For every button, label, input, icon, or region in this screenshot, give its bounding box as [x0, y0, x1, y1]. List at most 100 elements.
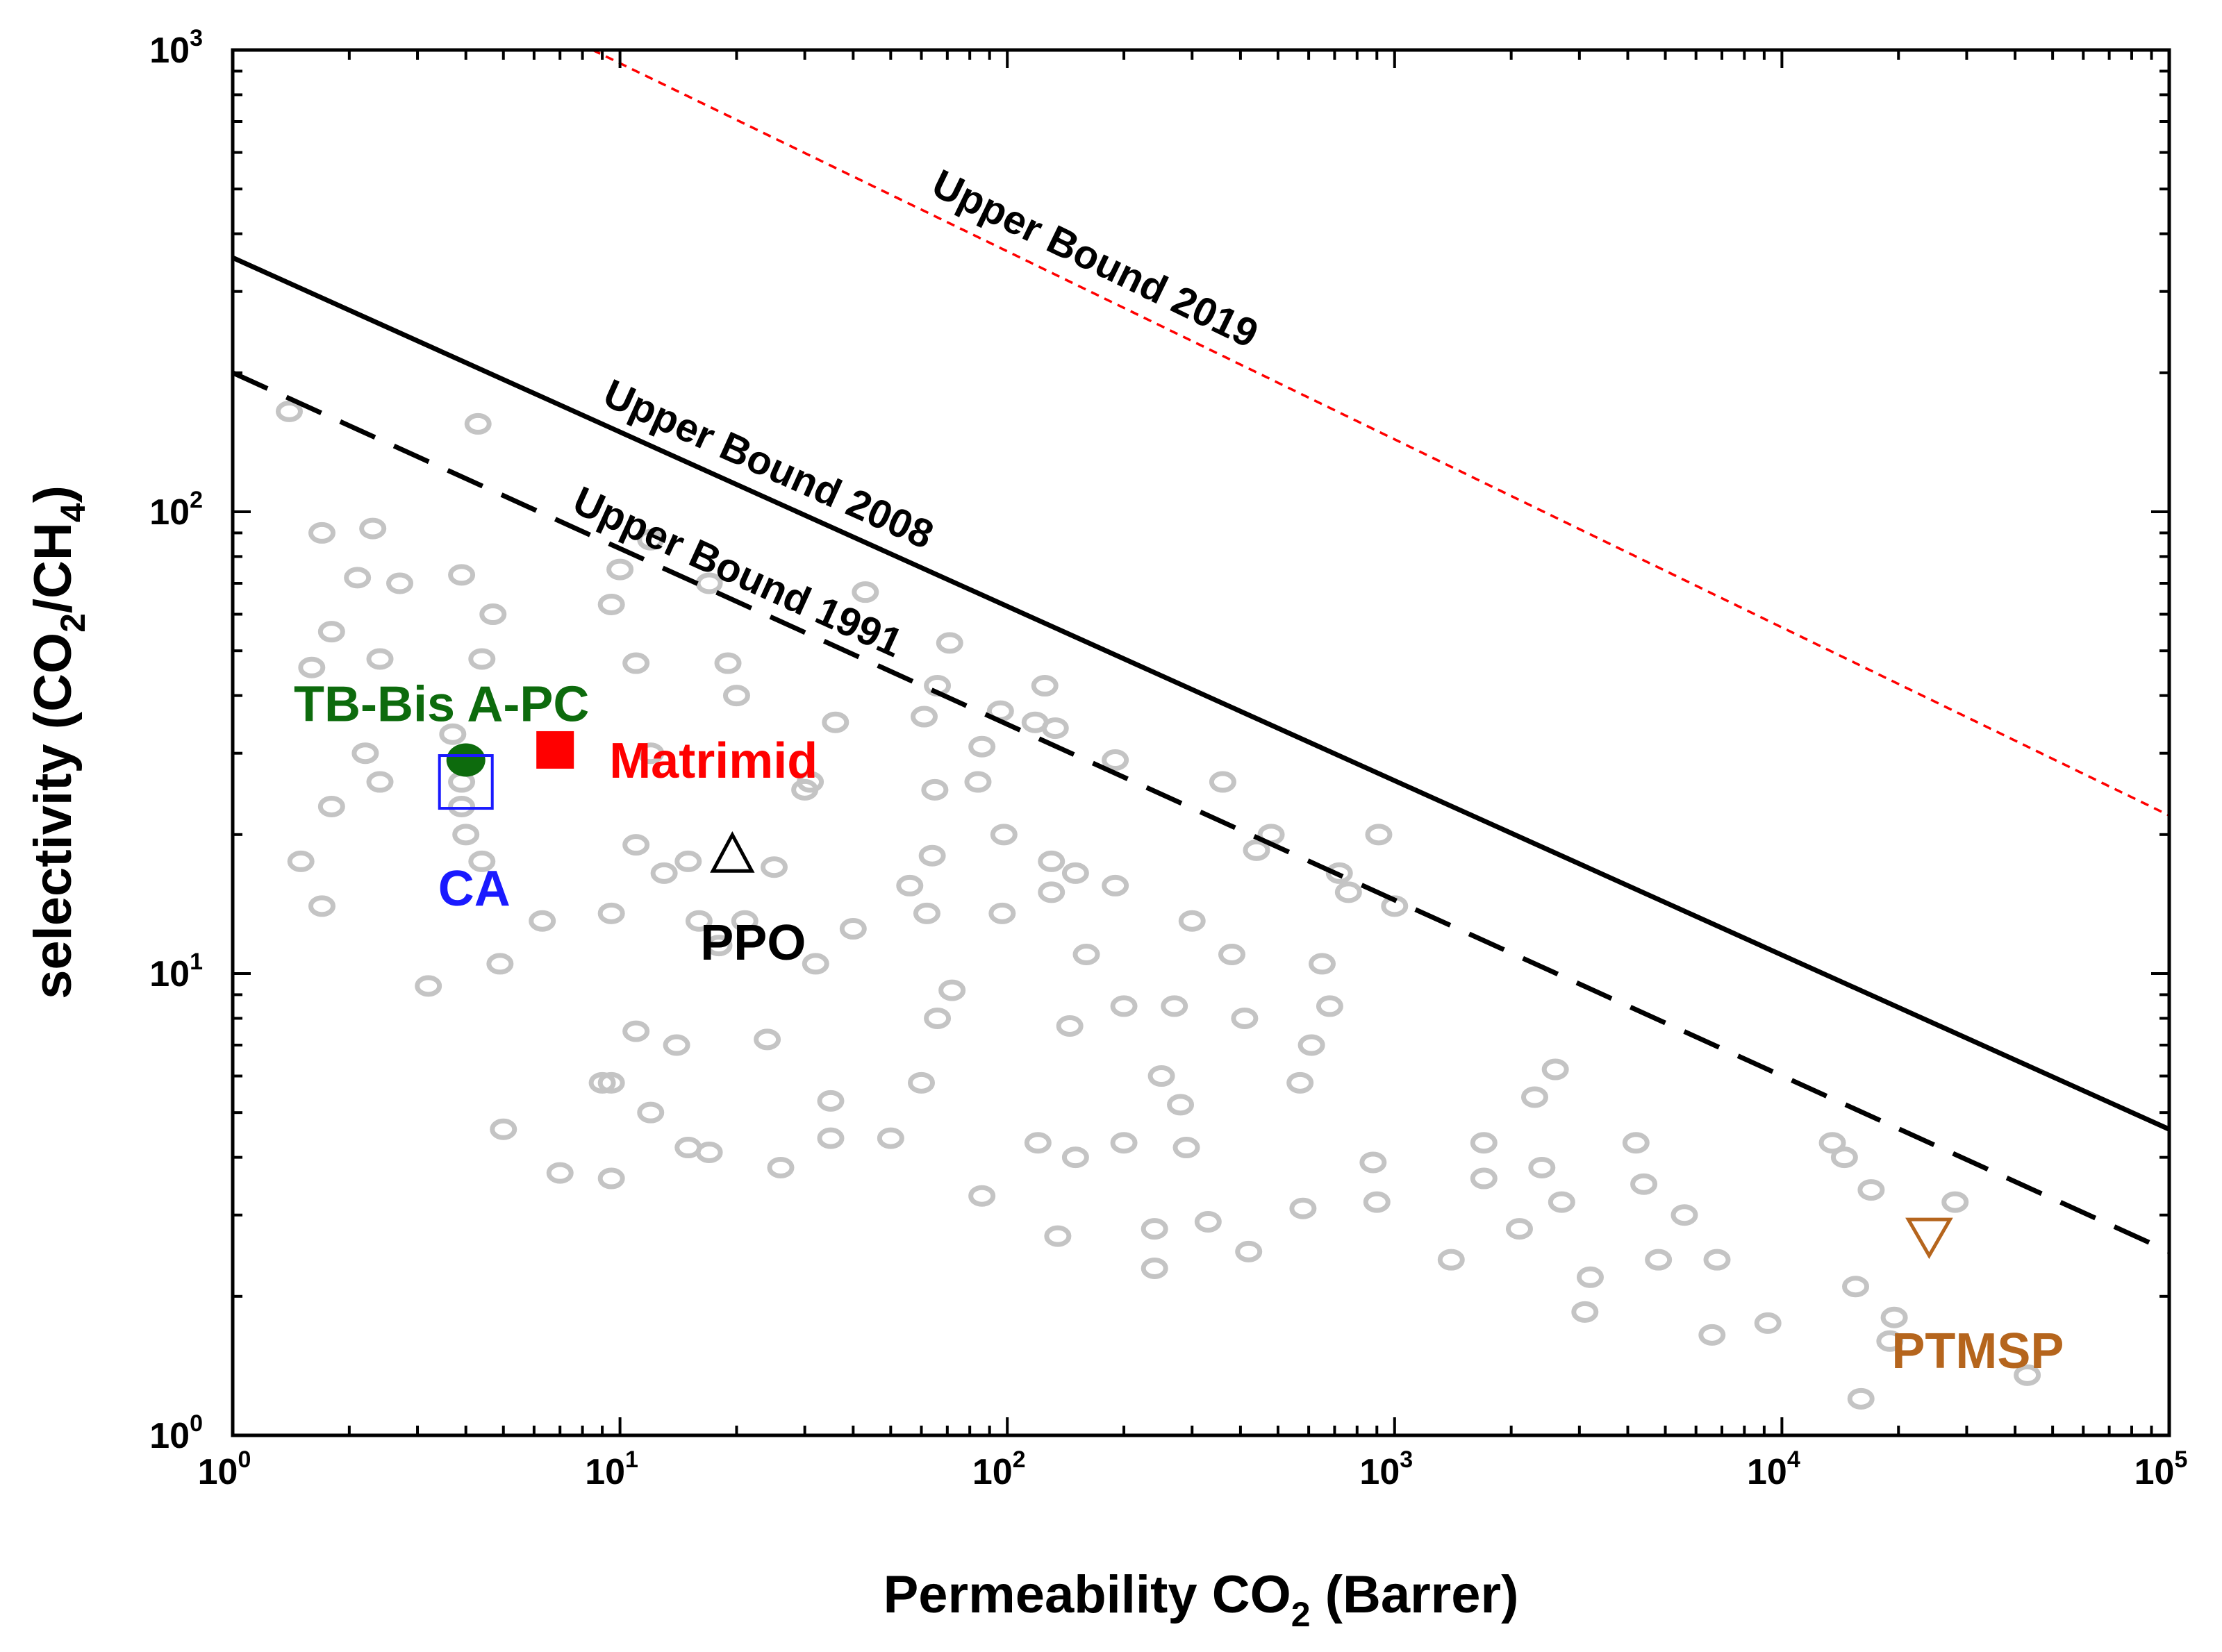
literature-point-118 [1437, 1249, 1465, 1271]
x-tick-exp-2: 2 [1013, 1446, 1026, 1473]
literature-point-37 [685, 910, 713, 932]
literature-point-124 [1528, 1156, 1556, 1178]
plot-frame [231, 48, 2171, 1437]
y-tick-exp-0: 0 [190, 1410, 203, 1437]
upper-bound-lines [233, 50, 2169, 1254]
literature-point-115 [1289, 1197, 1317, 1219]
material-label-0: TB-Bis A-PC [294, 677, 589, 733]
literature-point-104 [1061, 1146, 1089, 1169]
y-tick-exp-2: 2 [190, 487, 203, 513]
literature-point-81 [1102, 874, 1129, 896]
literature-point-16 [468, 648, 496, 670]
literature-point-133 [1698, 1324, 1726, 1346]
literature-point-46 [622, 1020, 650, 1042]
material-labels: TB-Bis A-PC Matrimid CA PPO PTMSP [294, 677, 2064, 1380]
literature-point-123 [1541, 1058, 1569, 1081]
literature-point-129 [1630, 1173, 1658, 1195]
x-tick-label-1: 101 [585, 1446, 638, 1492]
literature-point-57 [817, 1090, 845, 1112]
x-tick-base-0: 10 [198, 1452, 238, 1492]
literature-point-141 [1847, 1387, 1875, 1410]
literature-point-136 [1830, 1146, 1858, 1169]
literature-point-127 [1571, 1301, 1599, 1323]
literature-point-59 [877, 1127, 904, 1149]
material-label-1: Matrimid [609, 733, 818, 789]
material-marker-2 [438, 754, 494, 810]
literature-point-83 [1243, 839, 1270, 861]
literature-point-76 [913, 902, 940, 924]
literature-point-116 [1359, 1151, 1387, 1174]
literature-point-61 [852, 581, 879, 603]
material-label-3: PPO [700, 915, 806, 971]
literature-point-43 [822, 711, 849, 733]
literature-point-2 [359, 517, 387, 540]
literature-point-126 [1576, 1266, 1604, 1288]
literature-point-44 [802, 953, 829, 975]
literature-point-108 [1172, 1137, 1200, 1159]
literature-point-121 [1505, 1218, 1533, 1240]
literature-point-56 [754, 1028, 781, 1051]
y-tick-label-3: 103 [149, 25, 203, 71]
literature-point-48 [588, 1071, 616, 1094]
literature-point-113 [1194, 1211, 1222, 1233]
literature-point-139 [1880, 1306, 1908, 1328]
literature-point-49 [597, 1071, 625, 1094]
literature-point-90 [1178, 910, 1206, 932]
material-label-4: PTMSP [1891, 1324, 2064, 1379]
literature-point-31 [722, 685, 750, 707]
literature-point-101 [1316, 995, 1343, 1017]
literature-point-94 [924, 1007, 952, 1029]
literature-point-23 [415, 975, 442, 997]
literature-point-3 [344, 567, 372, 589]
literature-point-36 [597, 902, 625, 924]
axis-ticks [231, 49, 2171, 1437]
material-marker-1 [536, 731, 574, 769]
literature-point-51 [490, 1118, 517, 1140]
literature-point-140 [1876, 1330, 1904, 1352]
literature-point-65 [968, 735, 996, 758]
literature-point-134 [1754, 1312, 1782, 1334]
literature-point-0 [275, 400, 303, 422]
y-tick-exp-1: 1 [190, 949, 203, 975]
literature-point-34 [622, 834, 650, 856]
x-tick-label-2: 102 [972, 1446, 1026, 1492]
x-tick-base-2: 10 [972, 1452, 1013, 1492]
literature-point-45 [839, 918, 867, 940]
literature-point-53 [597, 1167, 625, 1190]
literature-point-28 [637, 528, 665, 551]
literature-point-106 [1147, 1065, 1175, 1087]
literature-point-20 [452, 824, 480, 846]
literature-point-4 [386, 572, 414, 594]
literature-point-62 [910, 706, 938, 728]
literature-point-96 [1110, 995, 1138, 1017]
upper-bound-line-1 [233, 255, 2169, 1132]
y-tick-base-0: 10 [149, 1416, 190, 1456]
literature-point-42 [797, 771, 824, 793]
literature-point-89 [1072, 943, 1100, 965]
x-tick-exp-4: 4 [1787, 1446, 1800, 1473]
literature-point-8 [351, 742, 379, 765]
x-tick-label-0: 100 [198, 1446, 251, 1492]
literature-point-10 [317, 795, 345, 817]
literature-point-26 [606, 558, 634, 581]
literature-point-86 [1334, 881, 1362, 903]
x-tick-base-3: 10 [1359, 1452, 1400, 1492]
x-tick-exp-0: 0 [238, 1446, 251, 1473]
literature-point-130 [1645, 1249, 1673, 1271]
literature-point-122 [1520, 1086, 1548, 1108]
literature-point-99 [1286, 1071, 1314, 1094]
literature-point-119 [1470, 1132, 1498, 1154]
material-marker-4 [1905, 1217, 1953, 1260]
literature-point-100 [1297, 1034, 1325, 1056]
literature-point-82 [1209, 771, 1236, 793]
x-axis-title-rest: (Barrer) [1311, 1565, 1519, 1624]
literature-point-40 [760, 856, 788, 878]
literature-point-132 [1703, 1249, 1731, 1271]
literature-point-109 [968, 1185, 996, 1207]
literature-point-92 [1308, 953, 1336, 975]
x-tick-label-3: 103 [1359, 1446, 1413, 1492]
literature-point-24 [486, 953, 514, 975]
literature-point-103 [1024, 1132, 1052, 1154]
